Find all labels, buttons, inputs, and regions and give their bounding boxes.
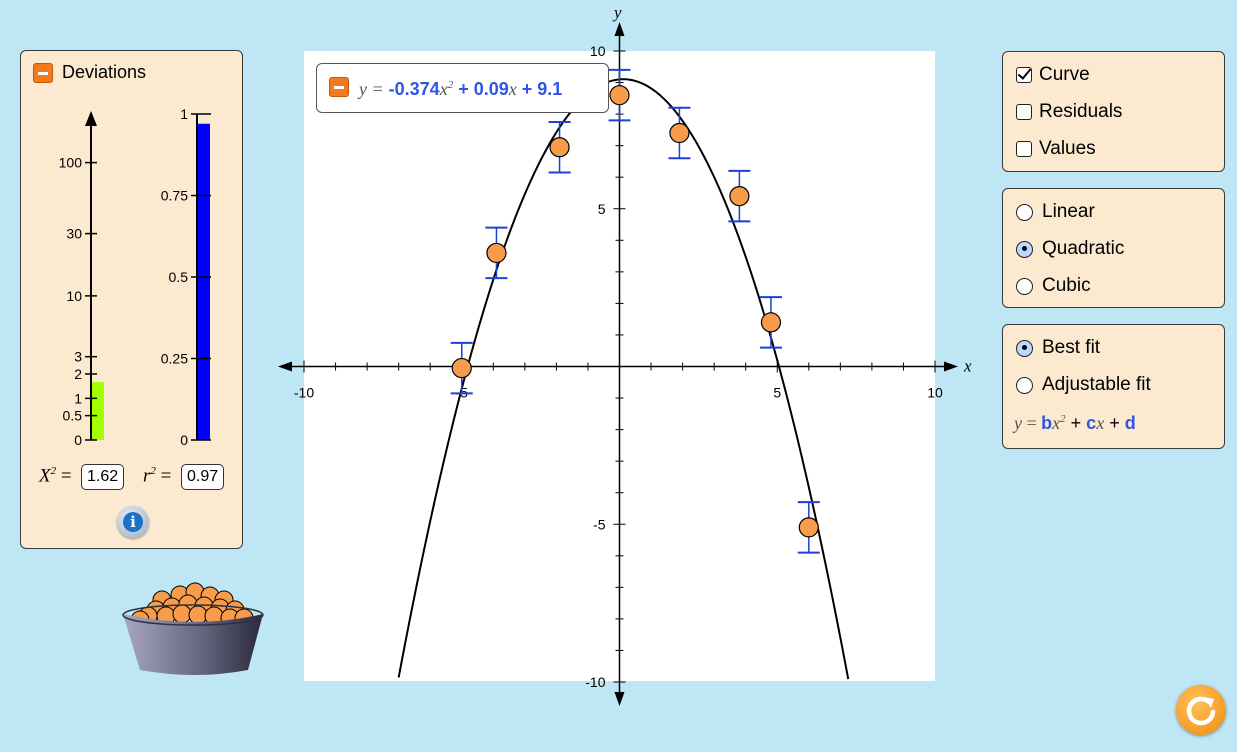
- info-icon: i: [123, 512, 143, 532]
- x-tick-label: 5: [773, 385, 781, 401]
- r2-tick-label: 0.75: [161, 188, 188, 204]
- chi-tick-label: 1: [74, 390, 82, 406]
- y-tick-label: -10: [585, 674, 605, 690]
- point-marker: [798, 517, 819, 538]
- info-button[interactable]: i: [117, 506, 149, 538]
- linear-radio-icon: [1016, 203, 1033, 221]
- chi-tick-label: 2: [74, 366, 82, 382]
- y-axis-arrow-top: [614, 22, 625, 36]
- general-fit-equation: y = bx2 + cx + d: [1014, 413, 1136, 433]
- deviations-title: Deviations: [62, 62, 147, 82]
- chi-tick-label: 10: [66, 288, 82, 304]
- data-point: [728, 169, 751, 223]
- chi-square-value: 1.62: [81, 464, 125, 490]
- best-fit-radio[interactable]: Best fit: [1016, 337, 1100, 359]
- data-point: [668, 106, 691, 160]
- y-tick-label: 5: [598, 201, 606, 217]
- chi-tick-label: 0: [74, 432, 82, 448]
- point-marker: [609, 85, 630, 106]
- r2-tick-label: 0.5: [169, 269, 189, 285]
- r-square-value: 0.97: [181, 464, 225, 490]
- point-marker: [451, 357, 472, 379]
- x-tick-label: 10: [927, 385, 943, 401]
- data-point: [759, 296, 782, 349]
- cubic-radio[interactable]: Cubic: [1016, 275, 1091, 297]
- linear-radio[interactable]: Linear: [1016, 201, 1095, 223]
- reset-button[interactable]: [1176, 685, 1226, 735]
- data-point: [485, 226, 508, 280]
- r-square-meter: 1 0.75 0.5 0.25 0: [161, 106, 211, 448]
- fit-equation-display: y = -0.374x2 + 0.09x + 9.1: [359, 79, 563, 99]
- r2-tick-label: 0: [180, 432, 188, 448]
- x-axis-label: x: [963, 357, 972, 376]
- quadratic-radio-icon: [1016, 240, 1033, 258]
- x-axis-arrow-left: [278, 361, 292, 372]
- point-marker: [669, 122, 690, 144]
- y-axis-arrow-bottom: [614, 692, 625, 706]
- residuals-check-icon: [1016, 104, 1032, 120]
- point-marker: [549, 137, 570, 158]
- adjustable-fit-radio[interactable]: Adjustable fit: [1016, 374, 1151, 396]
- deviation-meters: 100 30 10 32 1 0.5 0 1 0.75 0.5 0.25 0: [59, 106, 211, 448]
- curve-check-icon: [1016, 67, 1032, 83]
- data-point: [608, 68, 631, 122]
- chi-axis-arrow: [85, 111, 97, 126]
- equation-box: y = -0.374x2 + 0.09x + 9.1: [316, 63, 609, 113]
- fit-options-panel: Best fit Adjustable fit y = bx2 + cx + d: [1002, 324, 1225, 449]
- r-square-label: r2 =: [143, 465, 172, 487]
- curve-checkbox[interactable]: Curve: [1016, 64, 1090, 86]
- model-options-panel: Linear Quadratic Cubic: [1002, 188, 1225, 308]
- y-tick-label: -5: [593, 516, 606, 532]
- point-bucket[interactable]: [120, 580, 270, 680]
- data-point: [548, 120, 571, 174]
- data-point: [797, 501, 820, 554]
- deviations-panel: Deviations 100 30 10 3 2 1 0.5 0 1 0.75 0.5 0.25 0 …: [20, 50, 243, 549]
- chi-tick-label: 100: [59, 155, 83, 171]
- collapse-deviations-button[interactable]: [33, 63, 53, 83]
- residuals-checkbox[interactable]: Residuals: [1016, 101, 1122, 123]
- chi-square-meter: 100 30 10 32 1 0.5 0: [59, 111, 104, 448]
- collapse-equation-button[interactable]: [329, 77, 349, 97]
- adjustable-fit-radio-icon: [1016, 376, 1033, 394]
- display-options-panel: Curve Residuals Values: [1002, 51, 1225, 172]
- best-fit-radio-icon: [1016, 339, 1033, 357]
- x-axis-arrow-right: [944, 361, 958, 372]
- x-tick-label: -10: [294, 385, 314, 401]
- fit-curve: [397, 78, 850, 680]
- values-checkbox[interactable]: Values: [1016, 138, 1096, 160]
- r-square-bar: [197, 123, 210, 440]
- values-check-icon: [1016, 141, 1032, 157]
- chi-tick-label: 3: [74, 349, 82, 365]
- reset-icon: [1186, 696, 1216, 726]
- cubic-radio-icon: [1016, 277, 1033, 295]
- bucket-body: [123, 614, 263, 675]
- y-tick-label: 10: [590, 43, 606, 59]
- point-marker: [486, 242, 507, 264]
- chi-tick-label: 0.5: [63, 408, 83, 424]
- chi-tick-label: 30: [66, 226, 82, 242]
- point-marker: [760, 312, 782, 333]
- data-point: [450, 341, 473, 395]
- point-marker: [729, 186, 750, 207]
- chi-square-label: X2 =: [39, 465, 72, 487]
- y-axis-label: y: [612, 3, 622, 22]
- quadratic-radio[interactable]: Quadratic: [1016, 238, 1124, 260]
- r2-tick-label: 1: [180, 106, 188, 122]
- chi-square-bar: [91, 382, 104, 440]
- r2-tick-label: 0.25: [161, 351, 188, 367]
